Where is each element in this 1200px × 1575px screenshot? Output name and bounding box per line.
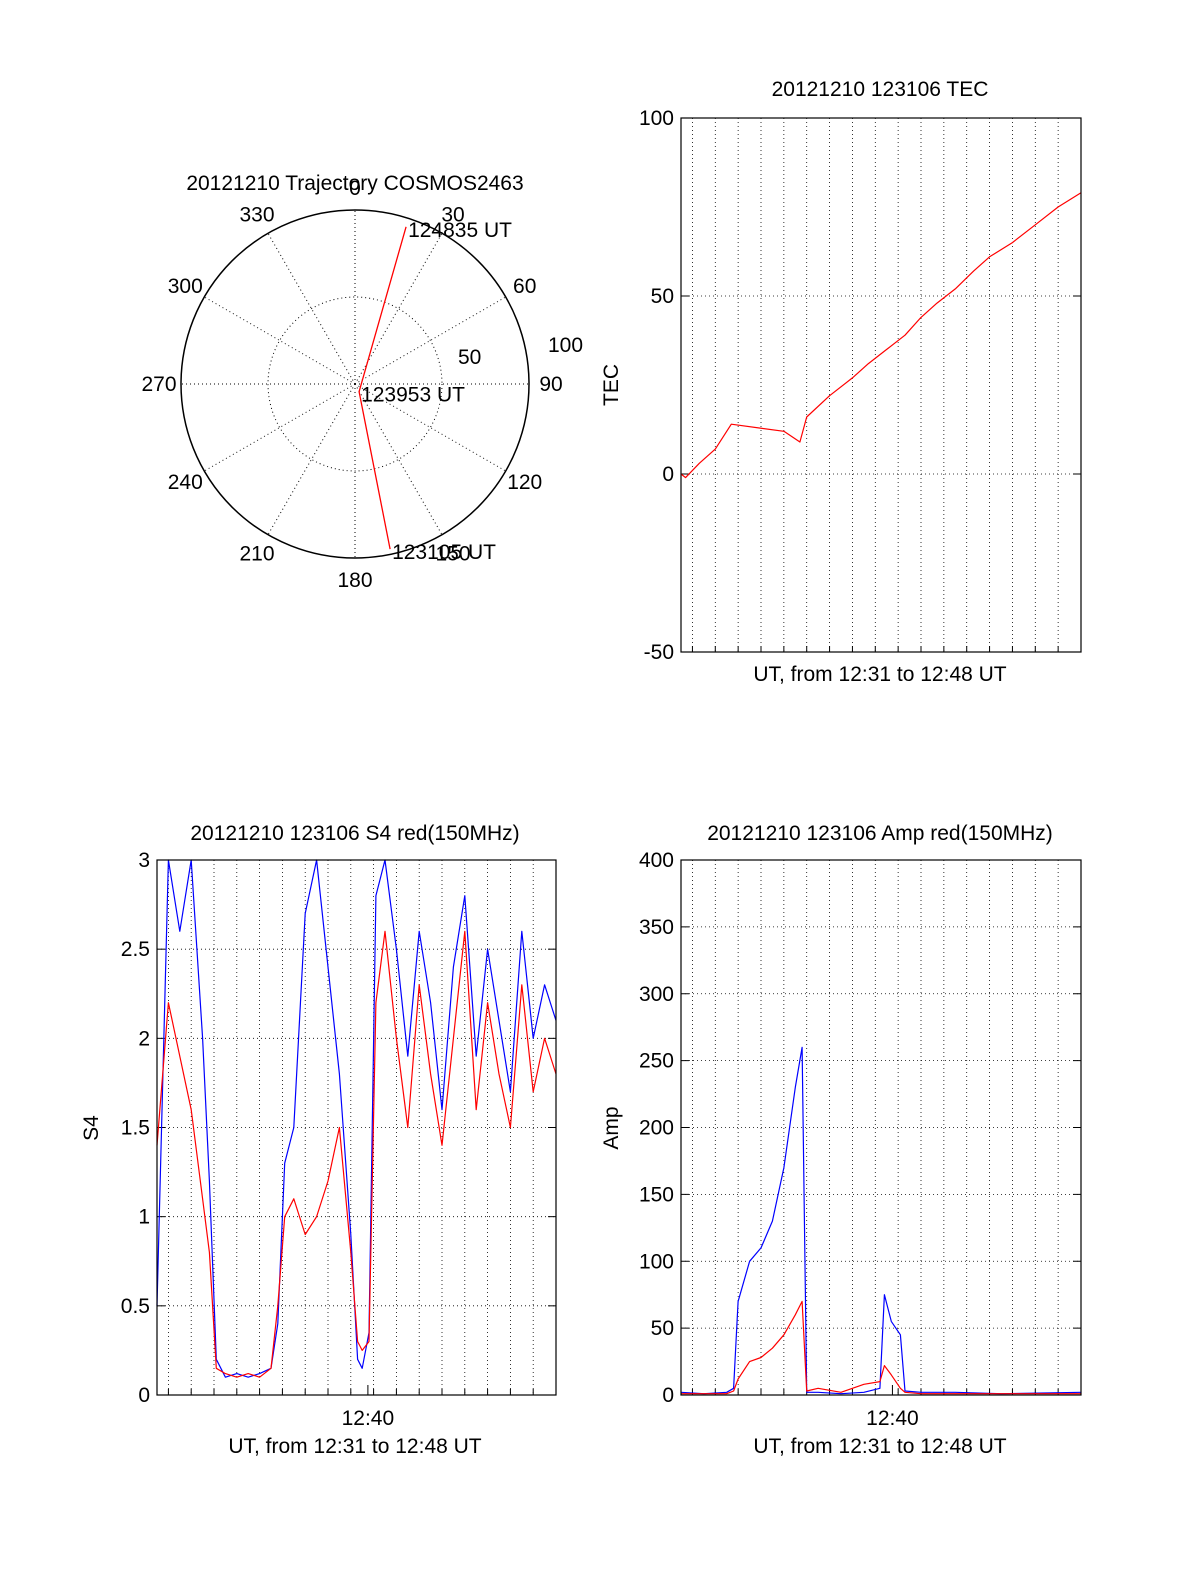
polar-angle-tick: 330 bbox=[239, 203, 274, 226]
polar-grid-spoke bbox=[267, 233, 356, 385]
polar-radial-tick-50: 50 bbox=[458, 346, 481, 369]
s4-series-blue bbox=[156, 859, 557, 1378]
tec-xlabel: UT, from 12:31 to 12:48 UT bbox=[753, 663, 1006, 686]
polar-grid-circle-50 bbox=[267, 296, 443, 472]
s4-ytick-label: 2.5 bbox=[121, 938, 150, 961]
amp-ytick-label: 0 bbox=[662, 1384, 674, 1407]
polar-angle-tick: 240 bbox=[168, 471, 203, 494]
amp-ytick-label: 300 bbox=[639, 983, 674, 1006]
tec-ytick-label: 100 bbox=[639, 107, 674, 130]
polar-grid bbox=[180, 209, 530, 559]
trajectory-polar-plot: 20121210 Trajectory COSMOS2463 0 30 60 90 12… bbox=[141, 172, 583, 592]
polar-annotation: 124835 UT bbox=[408, 219, 512, 242]
tec-ytick-label: 0 bbox=[662, 463, 674, 486]
tec-title: 20121210 123106 TEC bbox=[772, 78, 989, 101]
s4-ytick-label: 1.5 bbox=[121, 1117, 150, 1140]
amp-ytick-label: 200 bbox=[639, 1117, 674, 1140]
polar-grid-spoke bbox=[354, 296, 506, 385]
tec-frame bbox=[680, 117, 1082, 653]
polar-angle-tick-labels: 0 30 60 90 120 150 180 210 240 270 300 330 bbox=[141, 177, 562, 592]
amp-ytick-label: 150 bbox=[639, 1183, 674, 1206]
s4-ytick-label: 1 bbox=[138, 1206, 150, 1229]
tec-ytick-label: 50 bbox=[651, 285, 674, 308]
polar-annotation: 123953 UT bbox=[361, 384, 465, 407]
polar-angle-tick: 150 bbox=[435, 543, 470, 566]
s4-ylabel: S4 bbox=[80, 1115, 103, 1141]
s4-title: 20121210 123106 S4 red(150MHz) bbox=[190, 822, 519, 845]
amp-ylabel: Amp bbox=[600, 1106, 623, 1149]
polar-angle-tick: 210 bbox=[239, 543, 274, 566]
polar-grid-spoke bbox=[204, 383, 356, 472]
polar-grid-spoke bbox=[354, 383, 506, 472]
amp-series-red bbox=[681, 1300, 1081, 1395]
polar-angle-tick: 180 bbox=[337, 569, 372, 592]
polar-time-annotations: 124835 UT 123953 UT 123105 UT bbox=[361, 219, 512, 564]
polar-angle-tick: 270 bbox=[141, 373, 176, 396]
amp-series-blue bbox=[680, 1046, 1082, 1395]
polar-radial-tick-100: 100 bbox=[548, 334, 583, 357]
s4-xtick-label: 12:40 bbox=[342, 1407, 395, 1430]
s4-ytick-label: 0.5 bbox=[121, 1295, 150, 1318]
polar-title: 20121210 Trajectory COSMOS2463 bbox=[186, 172, 523, 195]
polar-angle-tick: 120 bbox=[507, 471, 542, 494]
polar-angle-tick: 0 bbox=[349, 177, 361, 200]
s4-ytick-label: 2 bbox=[138, 1027, 150, 1050]
polar-angle-tick: 30 bbox=[441, 203, 464, 226]
s4-ytick-label: 3 bbox=[138, 849, 150, 872]
s4-series-red bbox=[156, 930, 557, 1378]
amp-title: 20121210 123106 Amp red(150MHz) bbox=[707, 822, 1053, 845]
amp-ytick-label: 250 bbox=[639, 1050, 674, 1073]
polar-grid-spoke bbox=[267, 383, 356, 535]
polar-series-line bbox=[358, 226, 407, 550]
amp-ytick-label: 100 bbox=[639, 1250, 674, 1273]
polar-trajectory-line bbox=[358, 226, 407, 550]
amp-ytick-label: 50 bbox=[651, 1317, 674, 1340]
tec-ytick-label: -50 bbox=[644, 641, 674, 664]
tec-plot: 20121210 123106 TEC UT, from 12:31 to 12… bbox=[600, 78, 1082, 686]
s4-ytick-label: 0 bbox=[138, 1384, 150, 1407]
tec-series-red bbox=[680, 192, 1082, 479]
amp-ytick-label: 400 bbox=[639, 849, 674, 872]
amp-plot: 20121210 123106 Amp red(150MHz) UT, from… bbox=[600, 822, 1082, 1458]
polar-grid-spoke bbox=[354, 383, 443, 535]
amp-xlabel: UT, from 12:31 to 12:48 UT bbox=[753, 1435, 1006, 1458]
s4-plot: 20121210 123106 S4 red(150MHz) UT, from … bbox=[80, 822, 557, 1458]
amp-xtick-label: 12:40 bbox=[866, 1407, 919, 1430]
tec-ylabel: TEC bbox=[600, 364, 623, 406]
s4-frame bbox=[156, 859, 557, 1396]
polar-angle-tick: 90 bbox=[539, 373, 562, 396]
polar-grid-spoke bbox=[204, 296, 356, 385]
polar-angle-tick: 300 bbox=[168, 275, 203, 298]
amp-ytick-label: 350 bbox=[639, 916, 674, 939]
polar-angle-tick: 60 bbox=[513, 275, 536, 298]
polar-grid-spoke bbox=[354, 233, 443, 385]
polar-annotation: 123105 UT bbox=[392, 541, 496, 564]
amp-frame bbox=[680, 859, 1082, 1396]
polar-outer-circle bbox=[180, 209, 530, 559]
s4-xlabel: UT, from 12:31 to 12:48 UT bbox=[228, 1435, 481, 1458]
